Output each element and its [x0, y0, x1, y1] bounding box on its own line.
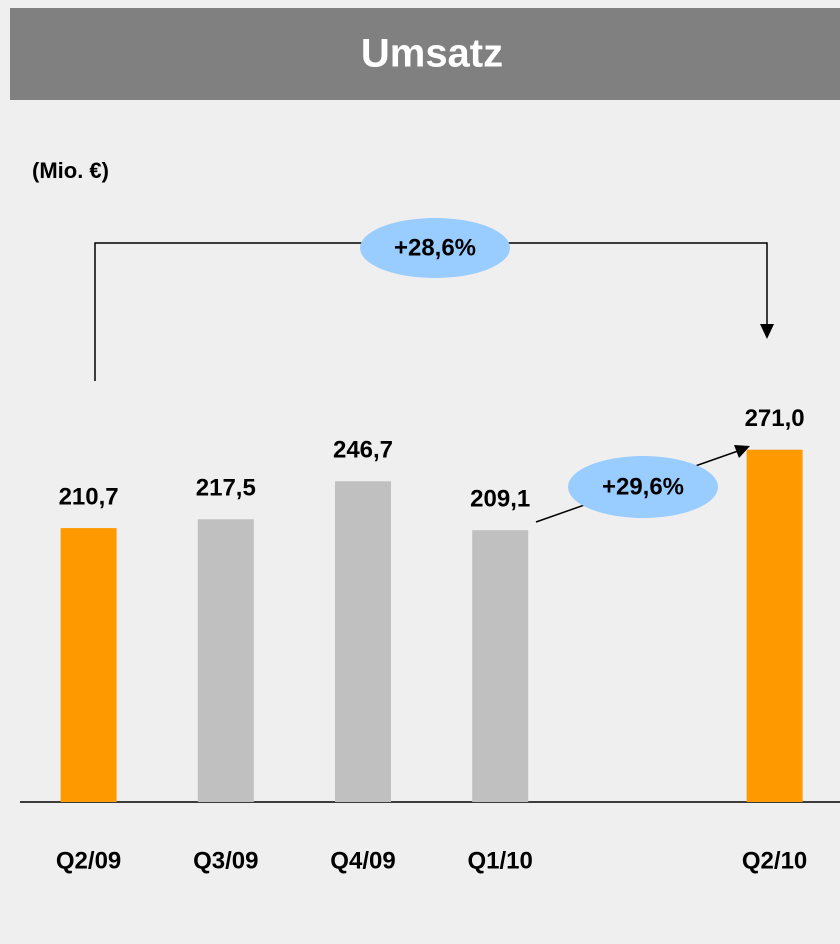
bar: [60, 528, 117, 802]
x-tick-label: Q3/09: [193, 847, 258, 874]
unit-label: (Mio. €): [32, 158, 109, 183]
bar: [746, 449, 803, 802]
bar: [197, 519, 254, 802]
growth-label: +28,6%: [394, 234, 476, 261]
arrow-head: [734, 445, 750, 458]
value-label: 217,5: [196, 475, 256, 502]
growth-bubble: [360, 218, 510, 278]
arrow-head: [760, 324, 774, 339]
x-tick-label: Q4/09: [330, 847, 395, 874]
value-label: 246,7: [333, 437, 393, 464]
bar: [335, 481, 391, 802]
value-label: 271,0: [745, 405, 805, 432]
x-tick-label: Q1/10: [468, 847, 533, 874]
chart-title: Umsatz: [361, 32, 503, 76]
header-band: [10, 8, 840, 100]
bar: [472, 530, 529, 802]
x-tick-label: Q2/09: [56, 847, 121, 874]
growth-label: +29,6%: [602, 473, 684, 500]
value-label: 209,1: [470, 486, 530, 513]
value-label: 210,7: [59, 483, 119, 510]
x-tick-label: Q2/10: [742, 847, 807, 874]
growth-bubble: [568, 456, 718, 518]
